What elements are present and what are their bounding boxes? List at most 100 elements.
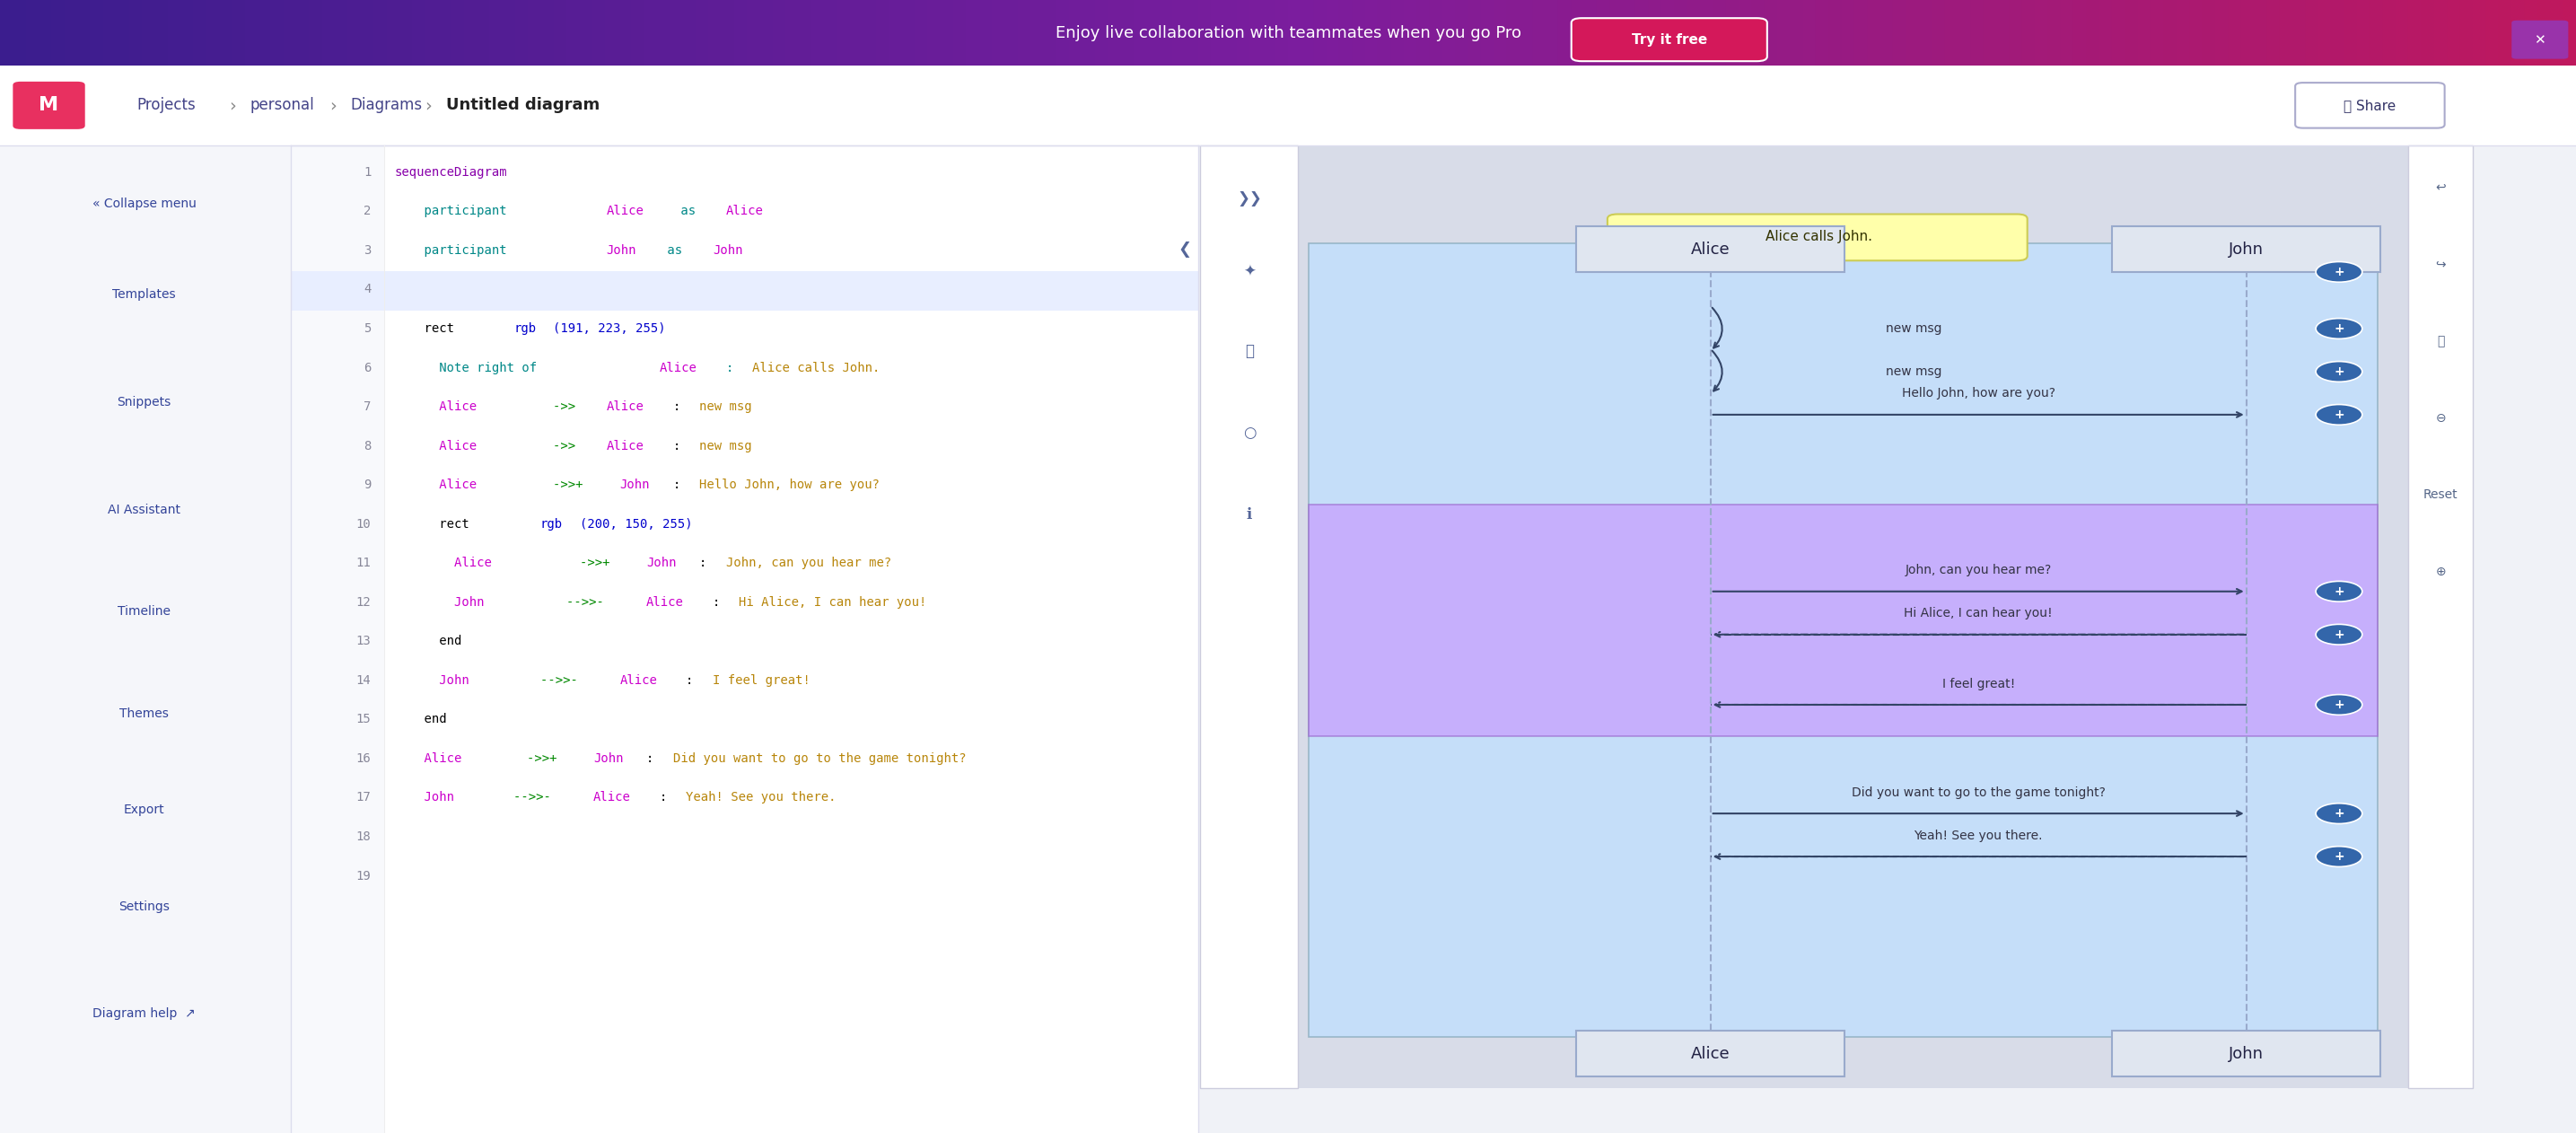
Text: ❮: ❮ [1177,241,1193,257]
Circle shape [2316,262,2362,282]
Text: Export: Export [124,803,165,817]
Text: participant: participant [394,244,515,257]
Text: Alice: Alice [1690,241,1731,257]
Text: John, can you hear me?: John, can you hear me? [726,556,891,570]
Bar [291,271,1198,310]
Text: new msg: new msg [1886,322,1942,335]
Text: John: John [714,244,742,257]
Text: :: : [659,791,675,804]
Text: end: end [394,713,446,726]
Text: Hi Alice, I can hear you!: Hi Alice, I can hear you! [1904,607,2053,620]
Text: +: + [2334,365,2344,378]
Text: as: as [672,205,703,218]
Text: Yeah! See you there.: Yeah! See you there. [685,791,837,804]
Text: Hello John, how are you?: Hello John, how are you? [1901,387,2056,400]
Bar [1309,244,2378,1037]
Circle shape [2316,695,2362,715]
Text: Alice: Alice [605,440,644,452]
Bar [291,145,384,1133]
Text: 2: 2 [363,205,371,218]
Text: :: : [714,596,726,608]
Text: John: John [592,752,623,765]
Text: Hi Alice, I can hear you!: Hi Alice, I can hear you! [739,596,927,608]
Text: :: : [685,674,701,687]
Text: I feel great!: I feel great! [714,674,811,687]
Text: ↪: ↪ [2434,257,2447,271]
Text: I feel great!: I feel great! [1942,678,2014,690]
Text: 4: 4 [363,283,371,296]
Text: -->>-: -->>- [513,791,559,804]
Text: John: John [647,556,677,570]
Text: ✦: ✦ [1244,264,1255,280]
Text: Snippets: Snippets [118,395,170,409]
Text: ›: › [229,96,237,114]
Text: new msg: new msg [698,400,752,414]
Text: 1: 1 [363,165,371,179]
FancyBboxPatch shape [2112,1031,2380,1076]
Text: 8: 8 [363,440,371,452]
FancyBboxPatch shape [2295,83,2445,128]
Bar [1200,145,1298,1088]
Text: 19: 19 [355,869,371,883]
Text: Enjoy live collaboration with teammates when you go Pro: Enjoy live collaboration with teammates … [1056,25,1520,41]
Text: +: + [2334,408,2344,421]
Text: :: : [726,361,742,374]
Text: M: M [39,96,59,114]
Text: ℹ: ℹ [1247,506,1252,522]
Circle shape [2316,318,2362,339]
Text: +: + [2334,698,2344,712]
Text: rect: rect [394,322,461,335]
Text: new msg: new msg [1886,365,1942,378]
Text: +: + [2334,265,2344,279]
Text: Diagram help  ↗: Diagram help ↗ [93,1007,196,1021]
Text: Did you want to go to the game tonight?: Did you want to go to the game tonight? [1852,786,2105,799]
FancyBboxPatch shape [1577,227,1844,272]
Bar [0,66,2576,145]
Text: ⊕: ⊕ [2434,565,2447,579]
Text: ->>+: ->>+ [554,478,590,492]
Bar [2409,145,2473,1088]
Text: 14: 14 [355,674,371,687]
Bar [0,145,291,1133]
Text: ○: ○ [1242,425,1257,441]
Text: (200, 150, 255): (200, 150, 255) [580,518,693,530]
Circle shape [2316,624,2362,645]
Text: rect: rect [394,518,477,530]
Text: Alice: Alice [621,674,657,687]
Text: ->>: ->> [554,400,582,414]
Text: 6: 6 [363,361,371,374]
Text: as: as [659,244,690,257]
Text: Alice: Alice [394,752,469,765]
Text: ⊖: ⊖ [2434,411,2447,425]
Text: Try it free: Try it free [1631,33,1708,46]
Text: ->>+: ->>+ [580,556,618,570]
Text: Settings: Settings [118,900,170,913]
FancyBboxPatch shape [1607,214,2027,261]
Text: John, can you hear me?: John, can you hear me? [1906,564,2050,577]
Text: end: end [394,634,461,648]
Text: John: John [2228,1046,2264,1062]
Text: 5: 5 [363,322,371,335]
Text: Alice calls John.: Alice calls John. [752,361,881,374]
Bar [1200,145,2473,1088]
Text: Alice: Alice [1690,1046,1731,1062]
Text: Hello John, how are you?: Hello John, how are you? [698,478,878,492]
Text: 3: 3 [363,244,371,257]
Text: 12: 12 [355,596,371,608]
Text: +: + [2334,807,2344,820]
Text: « Collapse menu: « Collapse menu [93,197,196,211]
Text: John: John [394,674,477,687]
Bar [1309,504,2378,736]
Circle shape [2316,361,2362,382]
Text: John: John [394,791,461,804]
Text: :: : [672,440,688,452]
Text: 9: 9 [363,478,371,492]
Circle shape [2316,803,2362,824]
Text: ✕: ✕ [2535,33,2545,46]
Text: Yeah! See you there.: Yeah! See you there. [1914,829,2043,842]
Text: Note right of: Note right of [394,361,544,374]
FancyBboxPatch shape [13,82,85,129]
Text: Diagrams: Diagrams [350,97,422,113]
Text: Alice: Alice [394,556,500,570]
Text: -->>-: -->>- [541,674,585,687]
